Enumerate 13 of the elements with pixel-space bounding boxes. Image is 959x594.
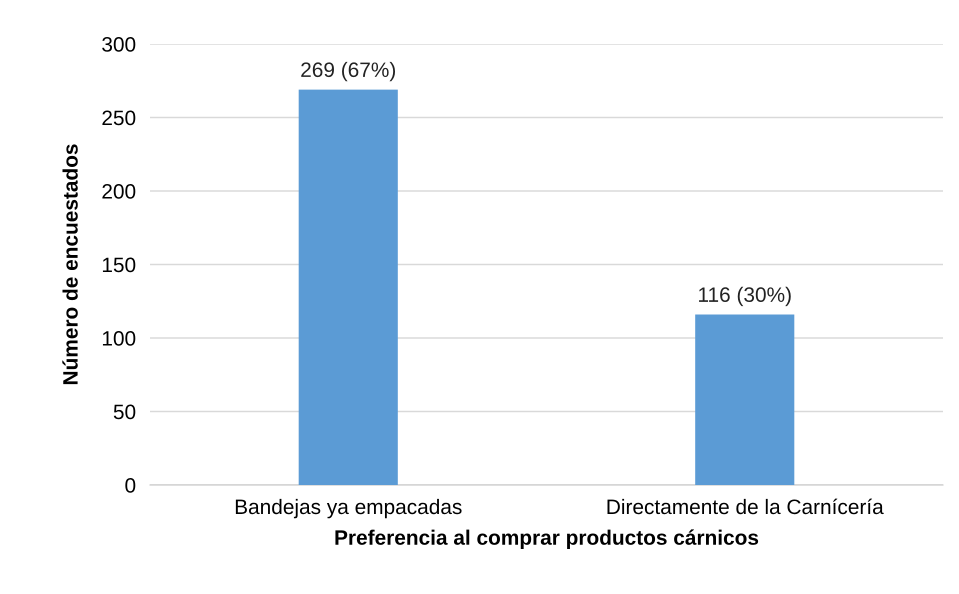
y-tick-label: 300 [102,37,136,52]
data-label: 269 (67%) [301,62,396,82]
x-tick-label: Bandejas ya empacadas [236,498,462,518]
x-tick-label: Directamente de la Carnícería [608,498,884,514]
y-axis-title: Número de encuestados [62,144,78,384]
y-tick-label: 150 [102,258,136,272]
data-label: 116 (30%) [699,286,791,306]
x-axis-title: Preferencia al comprar productos cárnicos [335,529,758,550]
y-tick-label: 100 [102,331,136,346]
y-tick-label: 0 [125,478,136,493]
y-tick-label: 200 [102,184,136,199]
y-tick-label: 250 [102,110,136,126]
y-tick-label: 50 [114,404,136,420]
